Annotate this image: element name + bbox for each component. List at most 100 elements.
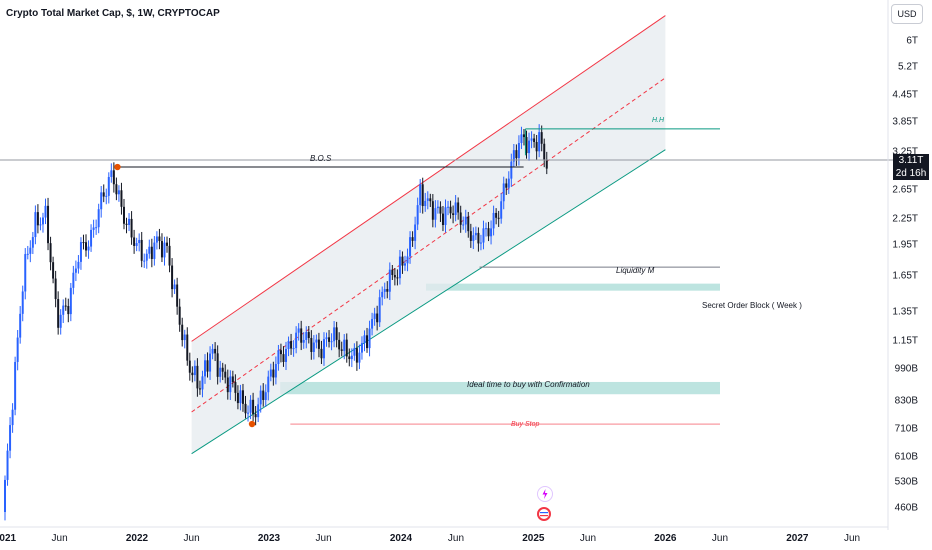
candle-body: [340, 349, 343, 351]
candle-body: [472, 235, 475, 241]
zone-0: [425, 283, 720, 291]
candle-body: [209, 353, 212, 372]
lightning-event-icon[interactable]: [537, 486, 553, 502]
candle-body: [236, 392, 239, 404]
candle-body: [414, 224, 417, 241]
candle-body: [386, 289, 389, 292]
candle-body: [264, 392, 267, 400]
candle-body: [47, 205, 50, 244]
candle-body: [485, 228, 488, 230]
candle-body: [325, 337, 328, 340]
candle-body: [203, 360, 206, 377]
price-tick-label: 990B: [894, 363, 918, 375]
candle-body: [148, 246, 151, 254]
candle-body: [305, 332, 308, 340]
time-tick-label: 2021: [0, 533, 17, 544]
candle-body: [196, 365, 199, 389]
candle-body: [272, 369, 275, 378]
candle-body: [92, 227, 95, 230]
candle-body: [312, 342, 315, 352]
candle-body: [310, 337, 313, 352]
candle-body: [457, 202, 460, 213]
candle-body: [191, 372, 194, 376]
candle-body: [145, 253, 148, 261]
price-tick-label: 710B: [894, 423, 918, 435]
candle-body: [393, 275, 396, 278]
candle-body: [287, 341, 290, 349]
candle-body: [396, 277, 399, 279]
candle-body: [447, 206, 450, 208]
candle-body: [495, 212, 498, 218]
candle-body: [398, 256, 401, 279]
candle-body: [115, 184, 118, 195]
channel-fill: [191, 15, 666, 454]
candles-layer: [4, 124, 548, 521]
candle-body: [125, 223, 128, 225]
candle-body: [366, 335, 369, 349]
candle-body: [14, 361, 17, 410]
candle-body: [259, 390, 262, 405]
candle-body: [54, 278, 57, 300]
price-tick-label: 1.95T: [892, 239, 918, 251]
candle-body: [198, 388, 201, 390]
candle-body: [517, 143, 520, 159]
candle-body: [373, 313, 376, 319]
candle-body: [252, 399, 255, 415]
candle-body: [229, 376, 232, 393]
candle-body: [292, 348, 295, 350]
channel-layer: [191, 15, 666, 455]
candle-body: [44, 205, 47, 218]
candle-body: [102, 192, 105, 197]
candle-body: [6, 450, 9, 480]
price-tick-label: 6T: [906, 35, 918, 47]
time-tick-label: Jun: [51, 533, 68, 544]
candle-body: [153, 242, 156, 259]
candle-body: [353, 348, 356, 356]
candle-body: [186, 334, 189, 361]
candle-body: [520, 134, 523, 144]
candle-body: [69, 287, 72, 315]
candle-body: [297, 328, 300, 333]
time-tick-label: Jun: [315, 533, 332, 544]
candle-body: [59, 314, 62, 328]
candle-body: [216, 353, 219, 377]
price-tick-label: 3.25T: [892, 146, 918, 158]
candle-body: [459, 212, 462, 225]
buy-stop-label: Buy Stop: [511, 421, 540, 428]
candle-body: [322, 339, 325, 359]
candle-body: [409, 237, 412, 257]
candle-body: [487, 228, 490, 237]
candle-body: [26, 253, 29, 255]
candle-body: [492, 212, 495, 229]
candle-body: [300, 328, 303, 343]
candle-body: [411, 237, 414, 241]
candle-body: [479, 242, 482, 244]
candle-body: [155, 236, 158, 243]
candle-body: [130, 218, 133, 238]
candle-body: [348, 356, 351, 360]
candle-body: [454, 202, 457, 215]
candle-body: [290, 341, 293, 349]
candle-body: [512, 150, 515, 162]
candle-body: [477, 232, 480, 244]
time-tick-label: 2027: [786, 533, 809, 544]
candle-body: [358, 352, 361, 363]
candle-body: [439, 206, 442, 214]
price-tick-label: 460B: [894, 502, 918, 514]
candle-body: [95, 227, 98, 229]
candle-body: [214, 348, 217, 354]
candle-body: [171, 265, 174, 290]
candle-body: [302, 339, 305, 343]
price-tick-label: 3.85T: [892, 116, 918, 128]
candle-body: [85, 242, 88, 251]
candle-body: [403, 263, 406, 266]
currency-button[interactable]: USD: [891, 4, 923, 24]
candle-body: [285, 348, 288, 362]
us-flag-event-icon[interactable]: [537, 507, 551, 521]
candle-body: [515, 150, 518, 159]
candle-body: [406, 256, 409, 264]
candle-body: [345, 339, 348, 357]
candle-body: [143, 260, 146, 262]
candle-body: [31, 237, 34, 248]
